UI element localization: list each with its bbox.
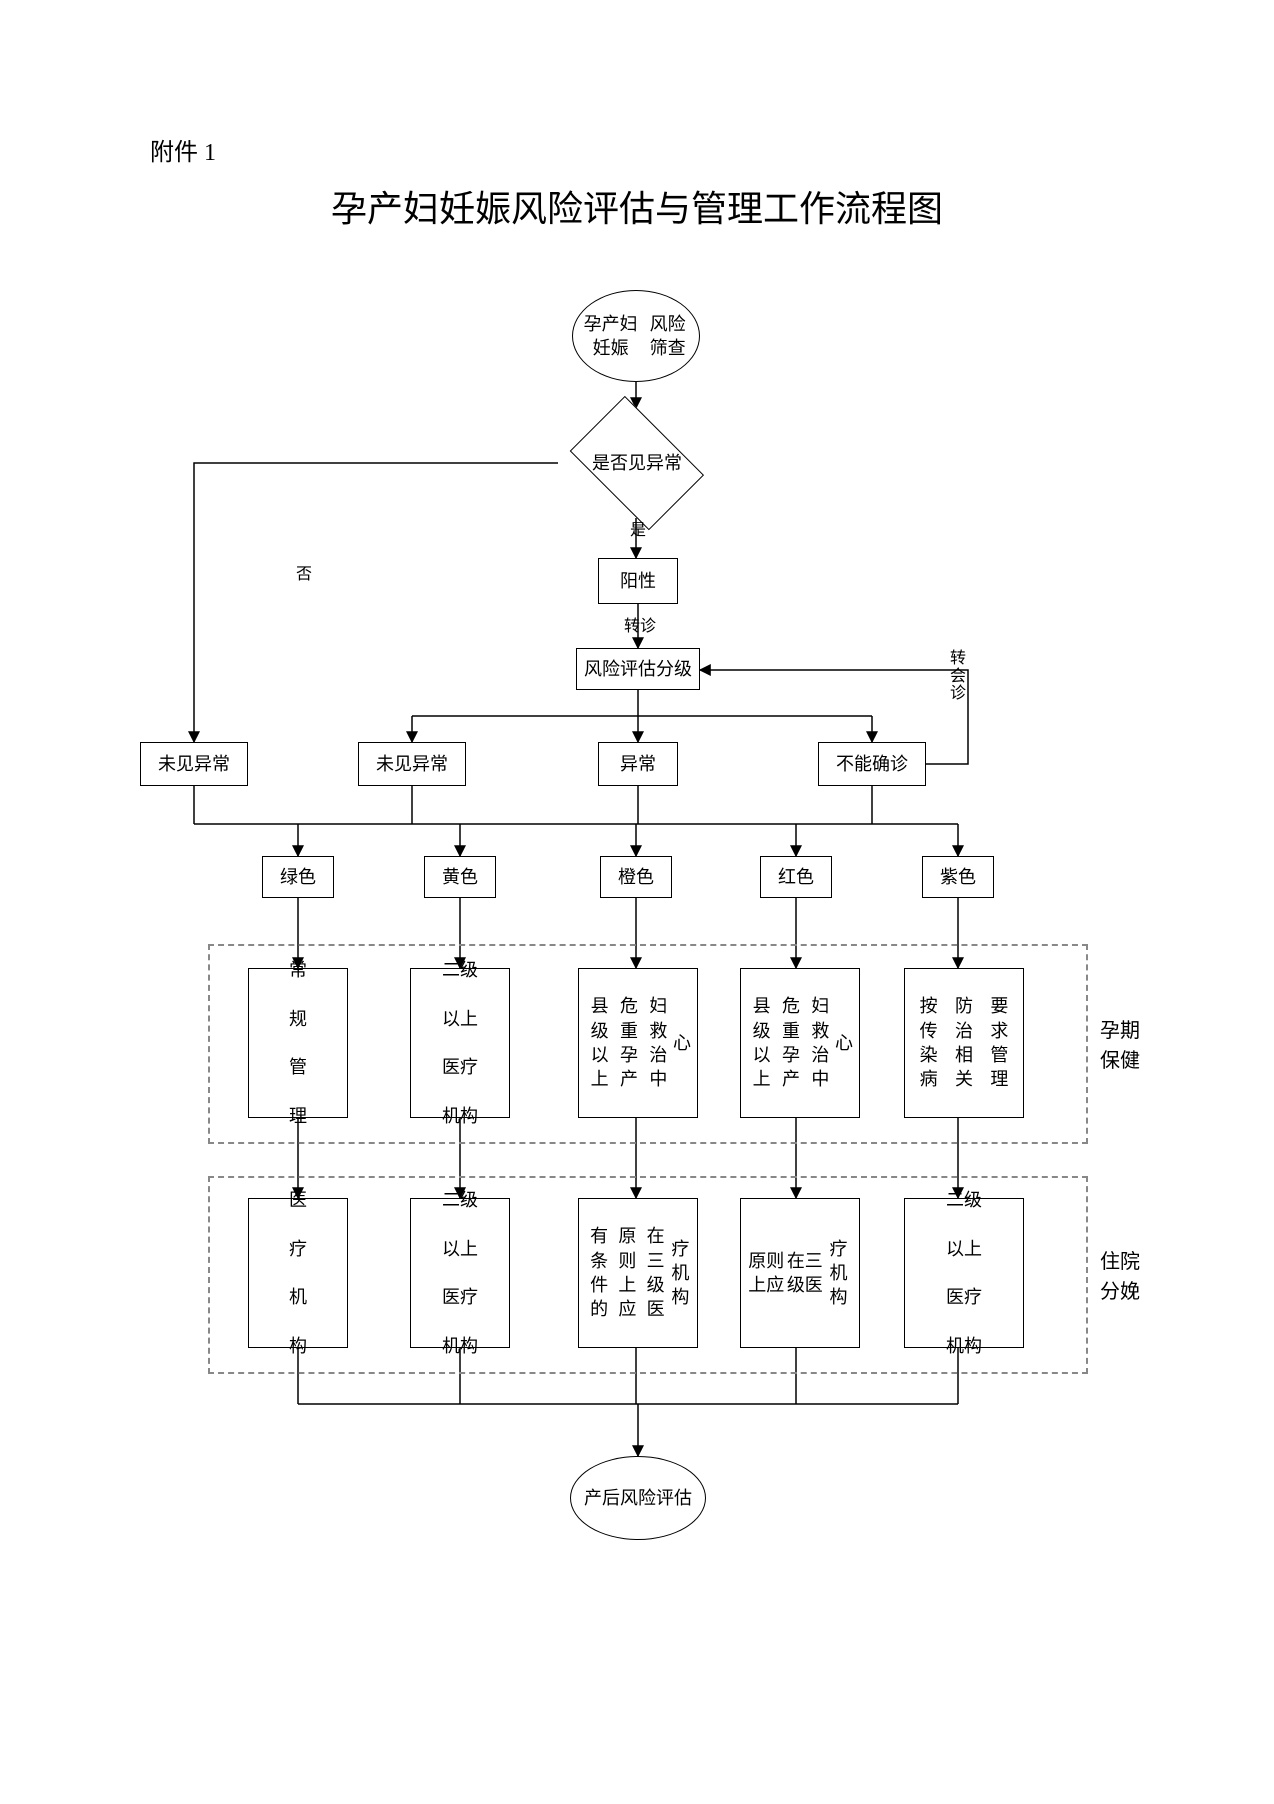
edge-label-no: 否 [296, 560, 312, 584]
node-color-red: 红色 [760, 856, 832, 898]
page-title: 孕产妇妊娠风险评估与管理工作流程图 [0, 180, 1274, 232]
node-deliver-red: 原则上应在三级医疗机构 [740, 1198, 860, 1348]
node-end: 产后风险评估 [570, 1456, 706, 1540]
decision-label: 是否见异常 [592, 451, 682, 475]
edge-label-yes: 是 [630, 516, 646, 540]
node-result-abnormal: 异常 [598, 742, 678, 786]
node-manage-green: 常规管理 [248, 968, 348, 1118]
page: 附件 1 孕产妇妊娠风险评估与管理工作流程图 孕期保健 住院分娩 孕产妇妊娠风险… [0, 0, 1274, 1804]
node-start: 孕产妇妊娠风险筛查 [572, 290, 700, 382]
node-deliver-orange: 有条件的原则上应在三级医疗机构 [578, 1198, 698, 1348]
node-positive: 阳性 [598, 558, 678, 604]
edge-label-consult: 转会诊 [950, 650, 966, 703]
node-color-purple: 紫色 [922, 856, 994, 898]
node-manage-purple: 按传染病防治相关要求管理 [904, 968, 1024, 1118]
edge-label-refer: 转诊 [624, 612, 656, 636]
node-manage-orange: 县级以上危重孕产妇救治中心 [578, 968, 698, 1118]
node-result-no-abnormal-2: 未见异常 [358, 742, 466, 786]
node-color-green: 绿色 [262, 856, 334, 898]
node-deliver-purple: 二级以上医疗机构 [904, 1198, 1024, 1348]
node-manage-yellow: 二级以上医疗机构 [410, 968, 510, 1118]
node-manage-red: 县级以上危重孕产妇救治中心 [740, 968, 860, 1118]
attachment-label: 附件 1 [150, 132, 216, 167]
node-deliver-yellow: 二级以上医疗机构 [410, 1198, 510, 1348]
node-deliver-green: 医疗机构 [248, 1198, 348, 1348]
group-label-pregnancy-care: 孕期保健 [1100, 1016, 1140, 1076]
node-result-no-abnormal-1: 未见异常 [140, 742, 248, 786]
node-risk-grade: 风险评估分级 [576, 648, 700, 690]
group-label-hospital-delivery: 住院分娩 [1100, 1247, 1140, 1307]
node-color-orange: 橙色 [600, 856, 672, 898]
node-color-yellow: 黄色 [424, 856, 496, 898]
node-result-undiagnosed: 不能确诊 [818, 742, 926, 786]
node-decision: 是否见异常 [558, 408, 716, 518]
